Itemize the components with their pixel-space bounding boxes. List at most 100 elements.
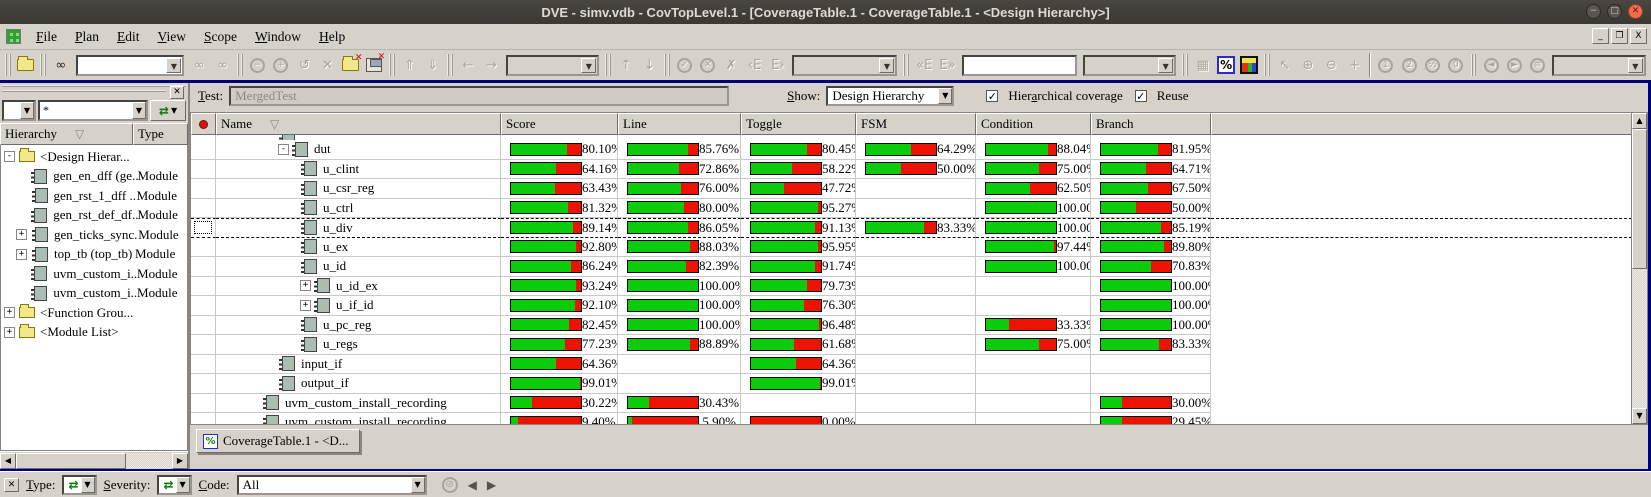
table-row-uvm_custom_install_recording[interactable]: uvm_custom_install_recording 30.22% 30.43%… (191, 393, 1647, 413)
chevron-down-icon[interactable]: ▼ (1627, 57, 1643, 73)
severity-icon[interactable]: ✗ (725, 57, 737, 73)
chevron-down-icon[interactable]: ▼ (132, 102, 146, 119)
hierarchical-coverage-checkbox[interactable]: ✓ (986, 89, 999, 103)
flag-column-header[interactable] (191, 113, 216, 135)
time-input[interactable] (962, 54, 1077, 76)
stop-icon[interactable]: ⊘ (441, 476, 458, 493)
column-header-branch[interactable]: Branch (1091, 113, 1211, 135)
toolbar-group-grip[interactable] (5, 54, 11, 76)
collapse-minus-icon[interactable]: - (4, 151, 15, 163)
expand-plus-icon[interactable]: + (4, 326, 15, 338)
tab-coveragetable[interactable]: % CoverageTable.1 - <D... (196, 429, 360, 453)
menu-view[interactable]: View (157, 28, 186, 44)
chevron-down-icon[interactable]: ▼ (410, 476, 425, 493)
raise-icon[interactable]: ⇑ (404, 57, 415, 73)
chevron-down-icon[interactable]: ▼ (938, 88, 953, 104)
hierarchy-column-header[interactable]: Hierarchy ▽ (0, 123, 133, 145)
lower-icon[interactable]: ⇓ (427, 57, 439, 73)
chevron-down-icon[interactable]: ▼ (20, 102, 34, 119)
sidebar-grip[interactable]: ✕ (2, 85, 186, 99)
table-row-dut[interactable]: - dut 80.10% 85.76% 80.45% 64.29% 88.04% 81.95% (191, 140, 1647, 160)
tree-item-gen_rst_1_dff[interactable]: gen_rst_1_dff ... Module (1, 186, 187, 206)
scroll-down-icon[interactable]: ▼ (1632, 408, 1647, 424)
filter-funnel-icon[interactable]: ▽ (270, 117, 280, 131)
toolbar-group-grip[interactable] (903, 54, 910, 76)
code-filter-combo[interactable]: All ▼ (236, 474, 427, 495)
next-view-icon[interactable]: ► (1503, 53, 1526, 77)
maximize-icon[interactable]: □ (1607, 4, 1622, 19)
toolbar-group-grip[interactable] (1264, 54, 1271, 76)
scroll-left-icon[interactable]: ◀ (0, 452, 16, 469)
view-list-icon[interactable]: ≡ (1526, 53, 1549, 77)
row-name-cell[interactable]: - dut (216, 140, 501, 160)
toolbar-group-grip[interactable] (388, 54, 395, 76)
chevron-down-icon[interactable]: ▼ (80, 476, 95, 493)
row-name-cell[interactable] (216, 135, 501, 140)
type-filter-combo[interactable]: ⇄ ▼ (62, 474, 97, 495)
mdi-restore-icon[interactable]: ❐ (1611, 28, 1628, 44)
close-database-icon[interactable] (339, 53, 362, 77)
column-header-score[interactable]: Score (501, 113, 618, 135)
row-name-cell[interactable]: u_regs (216, 335, 501, 355)
previous-icon[interactable]: ◀ (467, 477, 477, 492)
table-row-uvm_custom_install_recording...[interactable]: uvm_custom_install_recording... 9.40% 5.90… (191, 413, 1647, 424)
previous-view-icon[interactable]: ◄ (1479, 53, 1502, 77)
row-name-cell[interactable]: uvm_custom_install_recording... (216, 413, 501, 424)
collapse-minus-icon[interactable]: - (278, 143, 289, 155)
table-row[interactable] (191, 135, 1647, 140)
sidebar-close-icon[interactable]: ✕ (170, 86, 184, 99)
expand-plus-icon[interactable]: + (300, 299, 311, 311)
menu-window[interactable]: Window (255, 28, 301, 44)
row-name-cell[interactable]: uvm_custom_install_recording (216, 393, 501, 413)
tree-item-gen_en_dffge[interactable]: gen_en_dff (ge... Module (1, 167, 187, 187)
menu-file[interactable]: File (36, 28, 58, 44)
sidebar-filter-combo[interactable]: * ▼ (38, 100, 148, 121)
table-row-u_clint[interactable]: u_clint 64.16% 72.86% 58.22% 50.00% 75.00% 64.… (191, 159, 1647, 179)
tree-item-modulelist[interactable]: + <Module List> (1, 323, 187, 343)
assert-pass-icon[interactable]: ✓ (673, 53, 696, 77)
reuse-checkbox[interactable]: ✓ (1134, 89, 1147, 103)
mdi-minimize-icon[interactable]: _ (1592, 28, 1609, 44)
scroll-right-icon[interactable]: ▶ (172, 452, 188, 469)
close-icon[interactable]: ✕ (1628, 4, 1643, 19)
zoom-out-icon[interactable]: ⊖ (1325, 57, 1337, 73)
forward-icon[interactable]: → (485, 57, 497, 73)
row-name-cell[interactable]: output_if (216, 374, 501, 394)
scrollbar-thumb[interactable] (16, 452, 126, 469)
reload-icon[interactable]: ↺ (298, 57, 310, 73)
menu-help[interactable]: Help (318, 28, 346, 44)
table-row-u_if_id[interactable]: + u_if_id 92.10% 100.00% 76.30% 100.00% (191, 296, 1647, 316)
time-unit-combo[interactable]: ▼ (1082, 54, 1177, 76)
scroll-up-icon[interactable]: ▲ (1632, 113, 1647, 129)
table-view-icon[interactable]: ▦ (1196, 57, 1209, 73)
previous-error-icon[interactable]: ‹E (747, 57, 762, 73)
zoom-2x-icon[interactable]: 2 (1398, 53, 1421, 77)
mdi-close-icon[interactable]: X (1630, 28, 1647, 44)
table-row-u_id_ex[interactable]: + u_id_ex 93.24% 100.00% 79.73% 100.00% (191, 276, 1647, 296)
chevron-down-icon[interactable]: ▼ (170, 106, 178, 115)
tree-item-uvm_custom_i[interactable]: uvm_custom_i... Module (1, 284, 187, 304)
zoom-half-icon[interactable]: ½ (1421, 53, 1444, 77)
pointer-icon[interactable]: ↖ (1279, 57, 1291, 73)
expand-plus-icon[interactable]: + (4, 307, 15, 319)
toolbar-group-grip[interactable] (1470, 54, 1477, 76)
toolbar-group-grip[interactable] (237, 54, 243, 76)
tree-item-top_tbtop_tb[interactable]: + top_tb (top_tb) Module (1, 245, 187, 265)
menu-scope[interactable]: Scope (204, 28, 237, 44)
row-name-cell[interactable]: u_csr_reg (216, 179, 501, 199)
filter-funnel-icon[interactable]: ▽ (74, 127, 85, 141)
row-name-cell[interactable]: u_clint (216, 159, 501, 179)
test-field[interactable]: MergedTest (229, 86, 730, 106)
zoom-in-icon[interactable]: ⊕ (1302, 57, 1314, 73)
row-name-cell[interactable]: u_ex (216, 237, 501, 257)
toolbar-group-grip[interactable] (1182, 54, 1189, 76)
table-row-u_ctrl[interactable]: u_ctrl 81.32% 80.00% 95.27% 100.00% 50.00% (191, 198, 1647, 218)
column-header-condition[interactable]: Condition (976, 113, 1091, 135)
sidebar-hscrollbar[interactable]: ◀ ▶ (0, 451, 188, 469)
scrollbar-track[interactable] (16, 452, 172, 469)
chevron-down-icon[interactable]: ▼ (166, 57, 182, 73)
chevron-down-icon[interactable]: ▼ (879, 57, 895, 73)
toolbar-group-grip[interactable] (605, 54, 612, 76)
table-row-u_regs[interactable]: u_regs 77.23% 88.89% 61.68% 75.00% 83.33% (191, 335, 1647, 355)
zoom-out-circle-icon[interactable]: − (246, 53, 269, 77)
